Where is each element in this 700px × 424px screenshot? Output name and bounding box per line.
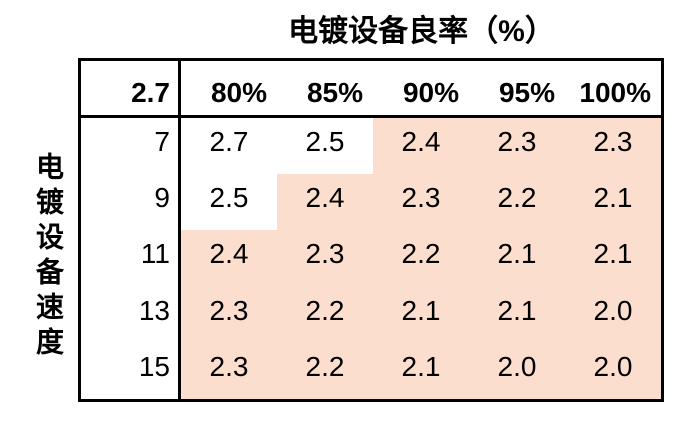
row-header: 15: [81, 342, 181, 399]
data-cell: 2.5: [209, 182, 249, 214]
data-cell: 2.1: [469, 286, 565, 343]
data-cell: 2.7: [209, 126, 249, 158]
data-cell: 2.0: [565, 286, 661, 343]
data-cell: 2.3: [469, 118, 565, 175]
data-cell: 2.0: [565, 342, 661, 399]
row-axis-label: 电镀设备速度: [33, 152, 64, 362]
data-cell: 2.0: [469, 342, 565, 399]
row-header: 7: [81, 118, 181, 175]
data-cell: 2.3: [373, 174, 469, 231]
data-cell: 2.3: [181, 286, 277, 343]
col-header: 90%: [373, 61, 469, 118]
data-cell: 2.2: [469, 174, 565, 231]
data-cell: 2.4: [373, 118, 469, 175]
data-cell: 2.1: [565, 174, 661, 231]
data-cell: 2.1: [565, 230, 661, 287]
data-cell: 2.5: [305, 126, 345, 158]
sensitivity-table: 2.7 80% 85% 90% 95% 100% 7 2.7 2.5 2.4 2…: [78, 58, 664, 402]
col-header: 85%: [277, 61, 373, 118]
data-cell: 2.4: [277, 174, 373, 231]
data-cell: 2.2: [277, 342, 373, 399]
table-title: 电镀设备良率（%）: [288, 15, 555, 48]
col-header: 80%: [181, 61, 277, 118]
data-cell: 2.2: [373, 230, 469, 287]
corner-cell: 2.7: [81, 61, 181, 118]
row-header: 9: [81, 174, 181, 231]
data-cell: 2.1: [469, 230, 565, 287]
data-cell: 2.3: [277, 230, 373, 287]
data-cell: 2.2: [277, 286, 373, 343]
col-header: 100%: [565, 61, 661, 118]
data-cell: 2.3: [181, 342, 277, 399]
data-cell: 2.3: [565, 118, 661, 175]
col-header: 95%: [469, 61, 565, 118]
data-cell: 2.1: [373, 286, 469, 343]
row-header: 11: [81, 230, 181, 287]
row-header: 13: [81, 286, 181, 343]
data-cell: 2.1: [373, 342, 469, 399]
data-cell: 2.4: [181, 230, 277, 287]
